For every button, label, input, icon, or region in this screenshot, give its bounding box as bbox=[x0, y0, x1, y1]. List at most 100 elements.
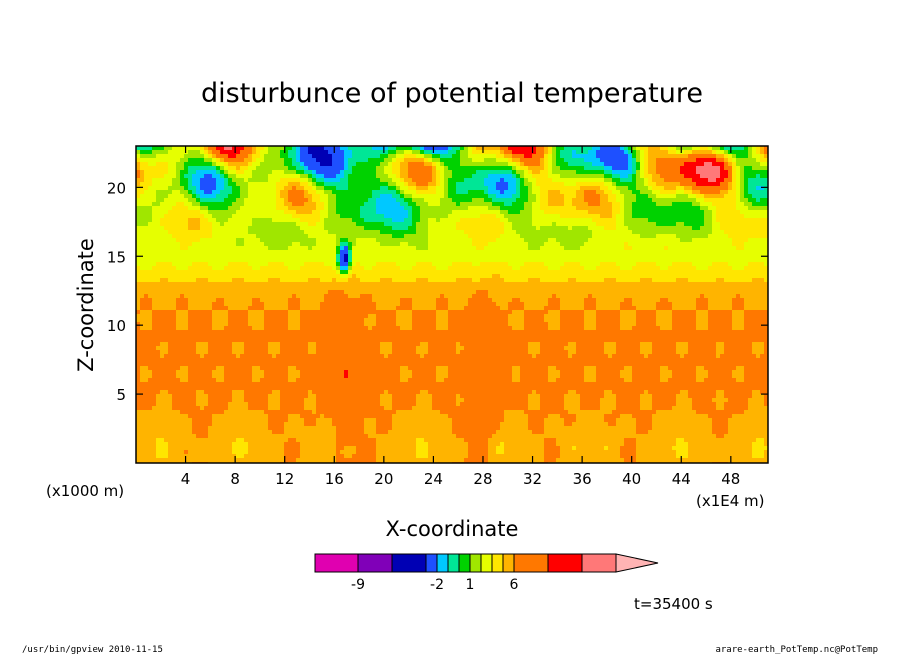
heatmap-cell bbox=[516, 150, 521, 155]
heatmap-cell bbox=[444, 190, 449, 195]
heatmap-cell bbox=[260, 158, 265, 163]
heatmap-cell bbox=[328, 150, 333, 155]
heatmap-cell bbox=[748, 190, 753, 195]
heatmap-cell bbox=[180, 234, 185, 239]
heatmap-cell bbox=[688, 234, 693, 239]
heatmap-cell bbox=[208, 262, 213, 267]
heatmap-cell bbox=[524, 186, 529, 191]
heatmap-cell bbox=[680, 198, 685, 203]
heatmap-cell bbox=[324, 250, 329, 255]
heatmap-cell bbox=[304, 246, 309, 251]
heatmap-cell bbox=[428, 218, 433, 223]
heatmap-cell bbox=[184, 162, 189, 167]
heatmap-cell bbox=[324, 154, 329, 159]
heatmap-cell bbox=[348, 210, 353, 215]
heatmap-cell bbox=[248, 270, 253, 275]
heatmap-cell bbox=[640, 190, 645, 195]
heatmap-cell bbox=[580, 238, 585, 243]
heatmap-cell bbox=[136, 210, 141, 215]
heatmap-cell bbox=[384, 182, 389, 187]
heatmap-cell bbox=[304, 146, 309, 151]
heatmap-cell bbox=[492, 158, 497, 163]
heatmap-cell bbox=[416, 202, 421, 207]
heatmap-cell bbox=[752, 218, 757, 223]
heatmap-cell bbox=[148, 234, 153, 239]
heatmap-cell bbox=[260, 194, 265, 199]
heatmap-cell bbox=[484, 182, 489, 187]
heatmap-cell bbox=[416, 230, 421, 235]
heatmap-cell bbox=[468, 210, 473, 215]
heatmap-cell bbox=[220, 170, 225, 175]
heatmap-cell bbox=[748, 146, 753, 151]
heatmap-cell bbox=[760, 218, 765, 223]
heatmap-cell bbox=[700, 254, 705, 259]
heatmap-cell bbox=[372, 214, 377, 219]
heatmap-cell bbox=[692, 170, 697, 175]
heatmap-cell bbox=[376, 186, 381, 191]
heatmap-cell bbox=[308, 246, 313, 251]
heatmap-cell bbox=[716, 262, 721, 267]
heatmap-cell bbox=[352, 158, 357, 163]
heatmap-cell bbox=[184, 206, 189, 211]
heatmap-cell bbox=[520, 178, 525, 183]
heatmap-cell bbox=[192, 162, 197, 167]
heatmap-cell bbox=[388, 218, 393, 223]
heatmap-cell bbox=[676, 178, 681, 183]
heatmap-cell bbox=[380, 226, 385, 231]
heatmap-cell bbox=[304, 266, 309, 271]
heatmap-cell bbox=[676, 226, 681, 231]
heatmap-cell bbox=[456, 262, 461, 267]
heatmap-cell bbox=[340, 226, 345, 231]
heatmap-cell bbox=[336, 150, 341, 155]
heatmap-cell bbox=[144, 270, 149, 275]
heatmap-cell bbox=[540, 186, 545, 191]
heatmap-cell bbox=[460, 170, 465, 175]
heatmap-cell bbox=[752, 170, 757, 175]
heatmap-cell bbox=[680, 166, 685, 171]
heatmap-cell bbox=[712, 226, 717, 231]
heatmap-cell bbox=[376, 174, 381, 179]
heatmap-cell bbox=[200, 150, 205, 155]
heatmap-cell bbox=[200, 234, 205, 239]
heatmap-cell bbox=[696, 158, 701, 163]
heatmap-cell bbox=[704, 210, 709, 215]
heatmap-cell bbox=[316, 218, 321, 223]
heatmap-cell bbox=[412, 202, 417, 207]
heatmap-cell bbox=[312, 258, 317, 263]
heatmap-cell bbox=[276, 226, 281, 231]
heatmap-cell bbox=[724, 218, 729, 223]
heatmap-cell bbox=[464, 254, 469, 259]
heatmap-cell bbox=[596, 250, 601, 255]
heatmap-cell bbox=[732, 238, 737, 243]
heatmap-cell bbox=[540, 150, 545, 155]
heatmap-cell bbox=[312, 162, 317, 167]
heatmap-cell bbox=[388, 170, 393, 175]
heatmap-cell bbox=[688, 230, 693, 235]
heatmap-cell bbox=[284, 266, 289, 271]
heatmap-cell bbox=[596, 170, 601, 175]
heatmap-cell bbox=[712, 230, 717, 235]
heatmap-cell bbox=[568, 198, 573, 203]
heatmap-cell bbox=[608, 162, 613, 167]
heatmap-cell bbox=[696, 218, 701, 223]
heatmap-cell bbox=[160, 242, 165, 247]
heatmap-cell bbox=[440, 182, 445, 187]
heatmap-cell bbox=[528, 174, 533, 179]
heatmap-cell bbox=[720, 166, 725, 171]
heatmap-cell bbox=[636, 250, 641, 255]
heatmap-cell bbox=[500, 258, 505, 263]
heatmap-cell bbox=[636, 214, 641, 219]
heatmap-cell bbox=[696, 222, 701, 227]
heatmap-cell bbox=[700, 194, 705, 199]
heatmap-cell bbox=[524, 158, 529, 163]
heatmap-cell bbox=[640, 234, 645, 239]
heatmap-cell bbox=[524, 162, 529, 167]
heatmap-cell bbox=[592, 154, 597, 159]
heatmap-cell bbox=[756, 170, 761, 175]
heatmap-cell bbox=[168, 158, 173, 163]
heatmap-cell bbox=[344, 170, 349, 175]
heatmap-cell bbox=[176, 178, 181, 183]
heatmap-cell bbox=[712, 186, 717, 191]
heatmap-cell bbox=[760, 162, 765, 167]
heatmap-cell bbox=[176, 266, 181, 271]
